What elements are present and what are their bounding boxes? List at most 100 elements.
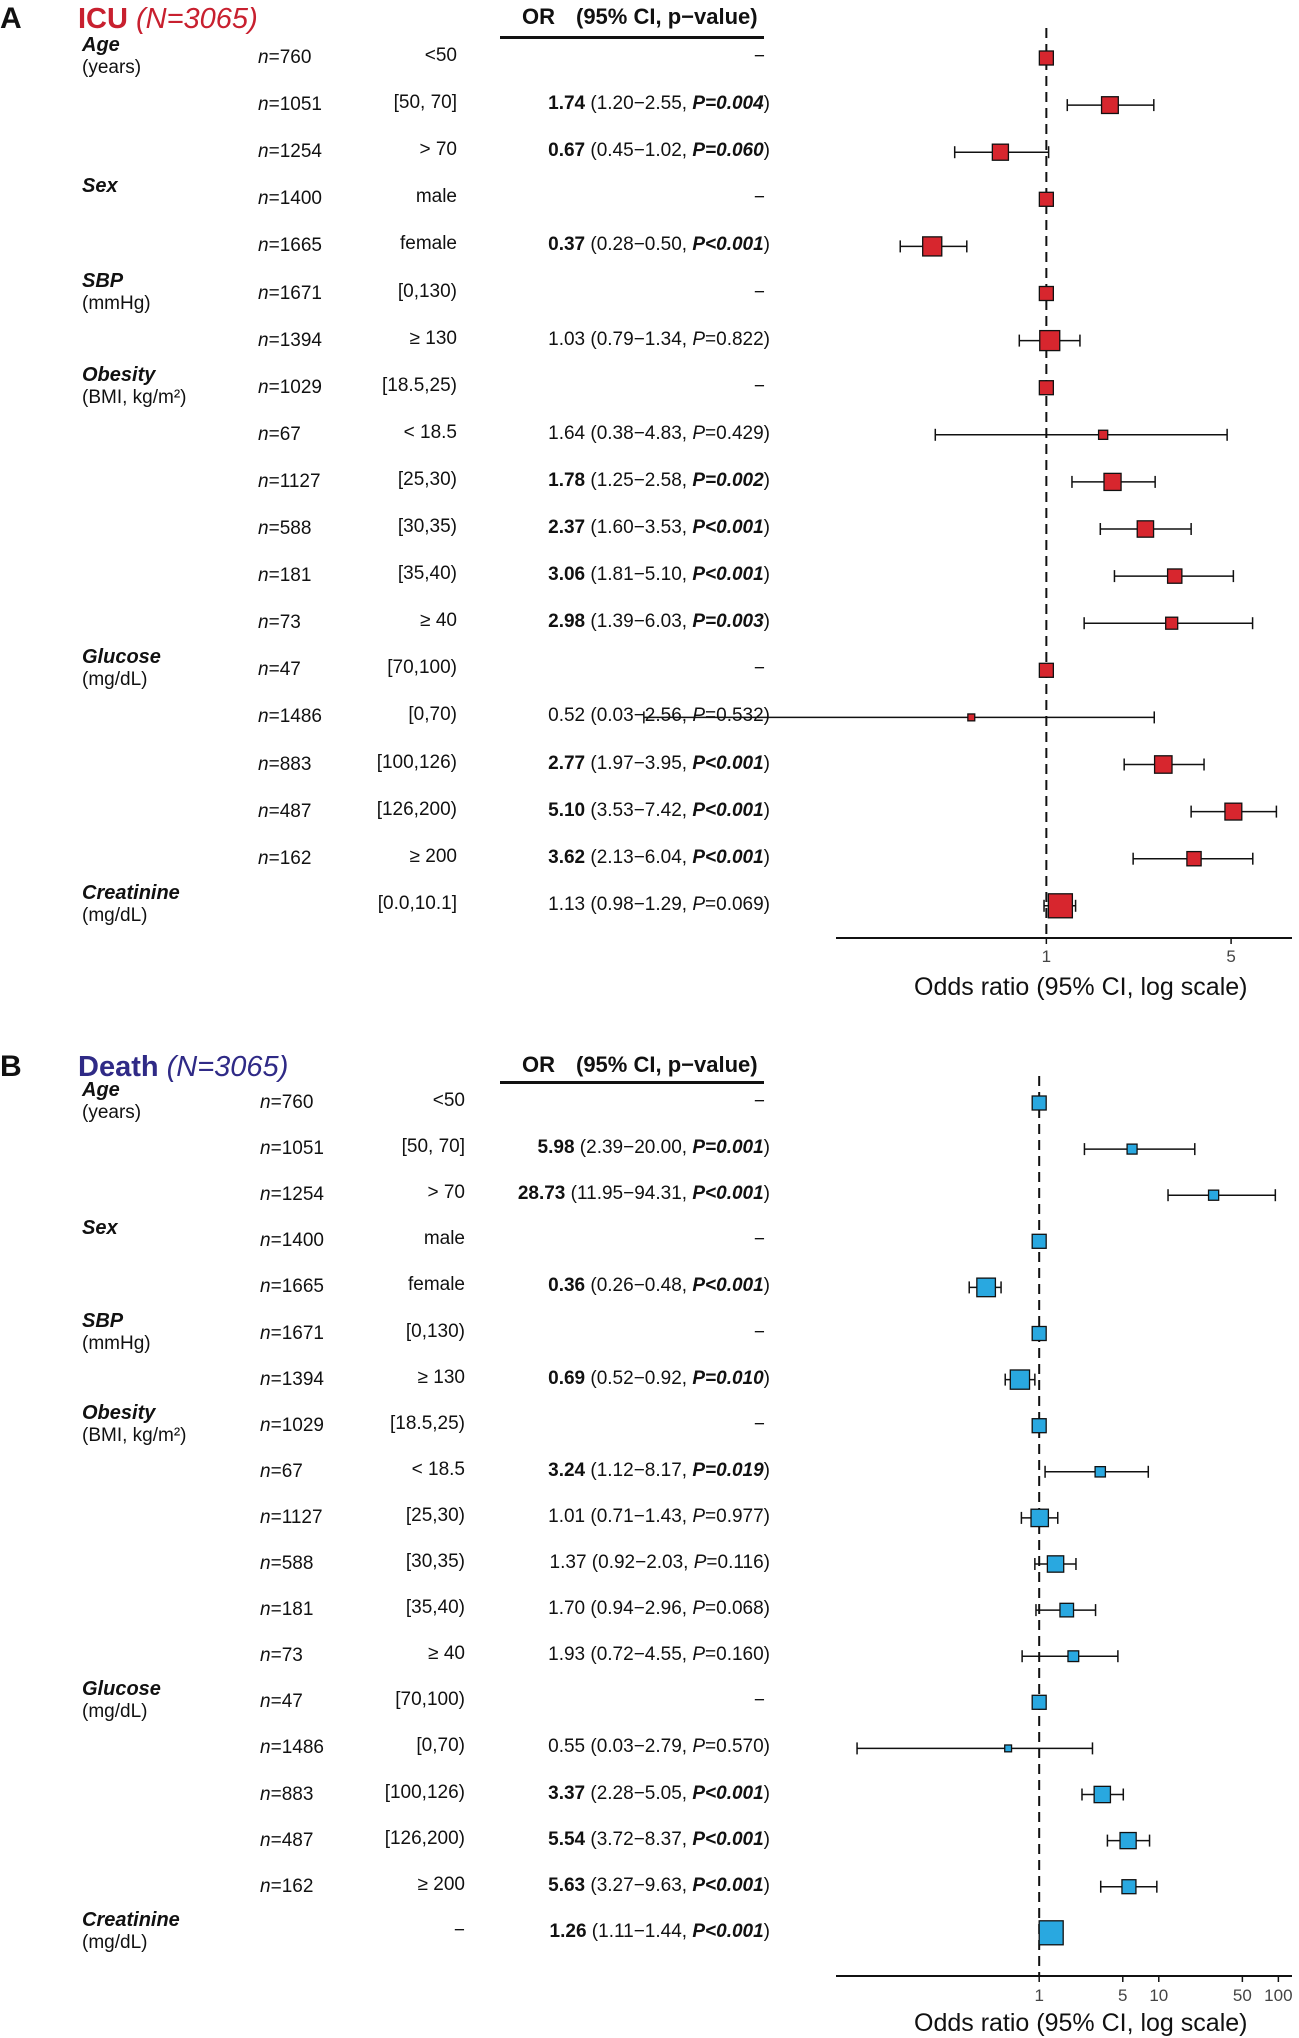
row-level: [0,130) xyxy=(397,280,457,302)
panel-icu: A ICU (N=3065) OR (95% CI, p−value) 1 5 Age (ye… xyxy=(0,0,1299,1010)
row-level: [70,100) xyxy=(387,657,457,679)
row-level: ≥ 130 xyxy=(417,1366,465,1388)
row-estimate xyxy=(1099,520,1192,538)
row-or-ci: − xyxy=(753,1690,765,1712)
reference-marker xyxy=(1031,1418,1047,1434)
row-or-ci: 0.67 (0.45−1.02, P=0.060) xyxy=(548,140,770,162)
row-estimate xyxy=(953,143,1050,161)
row-estimate xyxy=(1031,1095,1047,1111)
variable-unit: (mg/dL) xyxy=(82,904,148,926)
row-n: n=588 xyxy=(260,1553,314,1574)
row-p-value: 0.822 xyxy=(716,328,764,350)
row-or-value: 1.37 xyxy=(549,1552,587,1573)
row-or-value: 1.70 xyxy=(548,1598,586,1620)
row-estimate xyxy=(1123,755,1205,774)
row-or-value: 5.63 xyxy=(548,1874,586,1896)
variable-unit: (mmHg) xyxy=(82,292,151,314)
row-estimate xyxy=(1038,191,1055,207)
panel-title-n: (N=3065) xyxy=(166,1051,289,1083)
panel-title: ICU (N=3065) xyxy=(78,3,258,36)
row-n: n=1029 xyxy=(258,376,322,398)
reference-marker xyxy=(1038,50,1055,66)
row-n-value: 487 xyxy=(279,800,312,822)
row-estimate xyxy=(1132,850,1254,867)
row-estimate xyxy=(1021,1650,1119,1663)
row-n: n=1671 xyxy=(260,1322,324,1344)
row-p-value: 0.003 xyxy=(716,611,764,633)
row-level: [25,30) xyxy=(405,1504,465,1526)
row-or-value: 1.74 xyxy=(548,93,586,115)
row-n-value: 1665 xyxy=(279,235,322,257)
reference-marker xyxy=(1031,1325,1047,1342)
x-tick-label: 100 xyxy=(1264,1986,1292,2005)
row-level: [25,30) xyxy=(397,468,457,490)
row-or-ci: 3.06 (1.81−5.10, P<0.001) xyxy=(548,564,770,586)
row-or-ci: 1.37 (0.92−2.03, P=0.116) xyxy=(549,1552,770,1573)
row-p-value: 0.116 xyxy=(717,1552,764,1573)
row-or-value: 1.93 xyxy=(548,1644,586,1666)
header-ci: (95% CI, p−value) xyxy=(576,4,758,29)
row-estimate xyxy=(1083,616,1254,630)
variable-name: Age xyxy=(82,1079,120,1101)
row-n: n=47 xyxy=(258,659,301,681)
row-n: n=1671 xyxy=(258,282,322,304)
row-n-value: 1671 xyxy=(281,1322,324,1344)
row-p-value: 0.001 xyxy=(716,564,764,586)
row-or-ci: − xyxy=(753,1413,765,1435)
or-marker xyxy=(1004,1744,1013,1753)
variable-unit: (BMI, kg/m²) xyxy=(82,386,187,408)
row-estimate xyxy=(1031,1325,1047,1342)
row-n-value: 47 xyxy=(279,659,301,681)
row-estimate xyxy=(1038,380,1055,396)
row-level: [100,126) xyxy=(376,751,457,773)
row-p-value: 0.570 xyxy=(716,1736,764,1758)
row-n-value: 1254 xyxy=(281,1184,324,1206)
row-p-value: 0.001 xyxy=(716,846,764,868)
row-n: n=1400 xyxy=(258,188,322,210)
row-p-value: 0.019 xyxy=(716,1459,764,1481)
row-level: <50 xyxy=(432,1090,465,1111)
row-n-value: 1665 xyxy=(281,1276,324,1298)
row-level: [18.5,25) xyxy=(382,374,457,396)
row-p-value: 0.001 xyxy=(716,1137,764,1159)
or-marker xyxy=(1166,568,1183,584)
or-marker xyxy=(1126,1143,1138,1155)
row-n-value: 1127 xyxy=(279,470,321,492)
row-estimate xyxy=(1004,1369,1036,1390)
row-n-value: 1486 xyxy=(279,706,322,728)
row-n-value: 760 xyxy=(279,47,312,68)
row-or-ci: 3.37 (2.28−5.05, P<0.001) xyxy=(548,1782,770,1804)
row-p-value: 0.001 xyxy=(716,234,764,256)
row-p-value: 0.001 xyxy=(716,752,764,774)
row-level: < 18.5 xyxy=(403,421,457,443)
row-or-ci: 1.26 (1.11−1.44, P<0.001) xyxy=(549,1920,770,1942)
row-n: n=47 xyxy=(260,1691,303,1713)
row-or-ci: 5.10 (3.53−7.42, P<0.001) xyxy=(548,799,770,821)
variable-unit: (mg/dL) xyxy=(82,1931,148,1953)
row-or-value: 3.37 xyxy=(548,1782,586,1804)
or-marker xyxy=(1009,1369,1031,1390)
row-or-ci: 1.13 (0.98−1.29, P=0.069) xyxy=(548,893,770,915)
row-or-ci: 1.03 (0.79−1.34, P=0.822) xyxy=(548,328,770,350)
row-estimate xyxy=(1106,1831,1151,1850)
row-n-value: 181 xyxy=(281,1599,314,1621)
row-n: n=1029 xyxy=(260,1414,324,1436)
row-level: ≥ 40 xyxy=(420,610,457,632)
row-estimate xyxy=(1113,568,1235,584)
row-level: [30,35) xyxy=(397,516,457,537)
variable-unit: (BMI, kg/m²) xyxy=(82,1424,187,1446)
row-n: n=760 xyxy=(258,47,312,68)
panel-title: Death (N=3065) xyxy=(78,1051,288,1084)
row-p-value: 0.001 xyxy=(716,1782,764,1804)
row-level: [35,40) xyxy=(397,563,457,585)
variable-name: SBP xyxy=(82,1309,124,1332)
row-n: n=1127 xyxy=(258,470,321,492)
row-level: [0,130) xyxy=(405,1320,465,1342)
row-level: [126,200) xyxy=(376,798,457,820)
panel-label: A xyxy=(0,2,22,35)
row-level: [0,70) xyxy=(408,704,457,726)
row-estimate xyxy=(934,428,1228,441)
or-marker xyxy=(1224,802,1243,821)
row-level: male xyxy=(423,1228,465,1250)
x-tick-label: 50 xyxy=(1233,1986,1252,2005)
